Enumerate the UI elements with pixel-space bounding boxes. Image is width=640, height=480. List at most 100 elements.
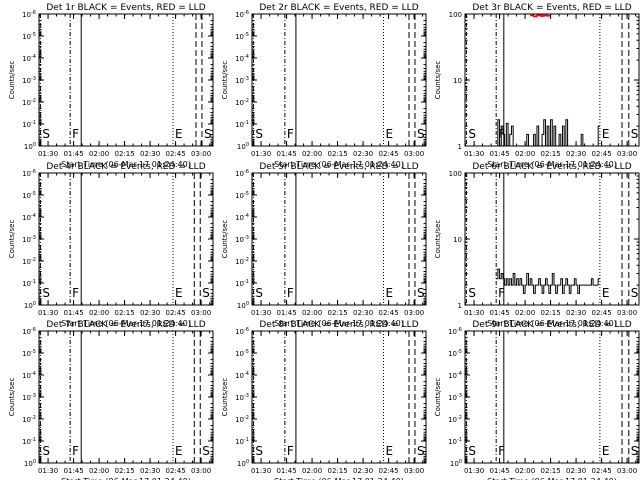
det2r-xlabel: Start Time (06-Mar-17 01:24:40) <box>274 160 404 169</box>
det8r-xtick-label: 02:15 <box>327 467 347 475</box>
det4r-marker-label: F <box>72 286 79 300</box>
det7r-marker-label: E <box>175 444 183 458</box>
det5r-marker-label: F <box>287 286 294 300</box>
det4r-ytick-label: 10-3 <box>22 235 36 244</box>
det8r-marker-label: S <box>417 444 425 458</box>
det8r-ytick-label: 10-4 <box>235 371 249 380</box>
det7r-xtick-label: 01:45 <box>63 467 83 475</box>
det5r-marker-label: S <box>417 286 425 300</box>
det7r-ytick-label: 10-6 <box>22 327 36 336</box>
det4r-ylabel: Counts/sec <box>8 220 16 259</box>
det3r-marker-label: S <box>631 127 639 141</box>
det5r-ytick-label: 10-5 <box>235 191 249 200</box>
det5r-panel: Det 5r BLACK = Events, RED = LLD Counts/s… <box>221 162 427 328</box>
det3r-ytick-label: 1 <box>458 143 462 151</box>
det2r-ytick-label: 10-2 <box>235 98 249 107</box>
det5r-ytick-label: 10-3 <box>235 235 249 244</box>
det5r-xtick-label: 01:45 <box>276 309 296 317</box>
det6r-ytick-label: 10 <box>453 236 462 244</box>
det2r-xtick-label: 02:15 <box>327 150 347 158</box>
det8r-xtick-label: 02:00 <box>302 467 322 475</box>
det4r-ytick-label: 100 <box>24 301 36 310</box>
det4r-xtick-label: 03:00 <box>191 309 211 317</box>
det6r-title: Det 6r BLACK = Events, RED = LLD <box>472 162 631 172</box>
det8r-ytick-label: 10-2 <box>235 415 249 424</box>
det6r-marker-label: E <box>602 286 610 300</box>
det7r-ylabel: Counts/sec <box>8 378 16 417</box>
det3r-marker-label: E <box>602 127 610 141</box>
det7r-xtick-label: 02:45 <box>165 467 185 475</box>
det1r-xtick-label: 02:00 <box>89 150 109 158</box>
det2r-ytick-label: 10-4 <box>235 54 249 63</box>
det9r-ytick-label: 10-5 <box>448 349 462 358</box>
det9r-ytick-label: 10-2 <box>448 415 462 424</box>
det2r-title: Det 2r BLACK = Events, RED = LLD <box>259 3 418 13</box>
det1r-ylabel: Counts/sec <box>8 61 16 100</box>
det4r-xtick-label: 02:15 <box>114 309 134 317</box>
det1r-marker-label: E <box>175 127 183 141</box>
det9r-xtick-label: 02:15 <box>540 467 560 475</box>
det2r-xtick-label: 03:00 <box>404 150 424 158</box>
det1r-ytick-label: 10-4 <box>22 54 36 63</box>
det3r-xtick-label: 02:30 <box>566 150 586 158</box>
det3r-ytick-label: 10 <box>453 77 462 85</box>
det2r-ytick-label: 10-6 <box>235 10 249 19</box>
det1r-ytick-label: 10-6 <box>22 10 36 19</box>
det7r-ytick-label: 10-2 <box>22 415 36 424</box>
det4r-xtick-label: 01:30 <box>38 309 58 317</box>
det2r-marker-label: F <box>287 127 294 141</box>
det7r-xlabel: Start Time (06-Mar-17 01:24:40) <box>61 477 191 480</box>
det7r-ytick-label: 10-5 <box>22 349 36 358</box>
det3r-ytick-label: 100 <box>449 11 462 19</box>
det1r-xtick-label: 02:15 <box>114 150 134 158</box>
det3r-xtick-label: 01:30 <box>464 150 484 158</box>
det9r-marker-label: F <box>498 444 505 458</box>
det9r-ytick-label: 10-4 <box>448 371 462 380</box>
det8r-title: Det 8r BLACK = Events, RED = LLD <box>259 320 418 330</box>
det4r-xtick-label: 02:00 <box>89 309 109 317</box>
det5r-ytick-label: 10-6 <box>235 169 249 178</box>
det6r-panel: Det 6r BLACK = Events, RED = LLD Counts/s… <box>434 162 640 328</box>
det6r-ytick-label: 100 <box>449 170 462 178</box>
det8r-ytick-label: 10-5 <box>235 349 249 358</box>
det1r-marker-label: S <box>42 127 50 141</box>
det3r-series-1 <box>530 14 551 18</box>
det2r-xtick-label: 02:00 <box>302 150 322 158</box>
det2r-xtick-label: 01:30 <box>251 150 271 158</box>
det5r-xlabel: Start Time (06-Mar-17 01:24:40) <box>274 319 404 328</box>
det2r-ytick-label: 10-3 <box>235 76 249 85</box>
det2r-xtick-label: 02:30 <box>353 150 373 158</box>
det8r-ytick-label: 10-1 <box>235 437 249 446</box>
det9r-marker-label: S <box>468 444 476 458</box>
det7r-xtick-label: 02:15 <box>114 467 134 475</box>
det5r-ylabel: Counts/sec <box>221 220 229 259</box>
det2r-ytick-label: 100 <box>237 142 249 151</box>
det5r-xtick-label: 02:15 <box>327 309 347 317</box>
det7r-panel: Det 7r BLACK = Events, RED = LLD Counts/s… <box>8 320 214 480</box>
det9r-ytick-label: 10-3 <box>448 393 462 402</box>
det7r-xtick-label: 02:30 <box>140 467 160 475</box>
det5r-ytick-label: 10-2 <box>235 257 249 266</box>
det2r-ytick-label: 10-5 <box>235 32 249 41</box>
det8r-ytick-label: 10-6 <box>235 327 249 336</box>
det7r-marker-label: S <box>42 444 50 458</box>
det5r-xtick-label: 01:30 <box>251 309 271 317</box>
det5r-xtick-label: 02:30 <box>353 309 373 317</box>
det8r-xtick-label: 02:30 <box>353 467 373 475</box>
det4r-panel: Det 4r BLACK = Events, RED = LLD Counts/s… <box>8 162 214 328</box>
det8r-xtick-label: 01:45 <box>276 467 296 475</box>
det9r-ytick-label: 10-6 <box>448 327 462 336</box>
det3r-series-0 <box>496 119 600 147</box>
det6r-marker-label: S <box>468 286 476 300</box>
det8r-ylabel: Counts/sec <box>221 378 229 417</box>
det8r-panel: Det 8r BLACK = Events, RED = LLD Counts/s… <box>221 320 427 480</box>
det7r-xtick-label: 02:00 <box>89 467 109 475</box>
det9r-xtick-label: 03:00 <box>617 467 637 475</box>
det6r-xtick-label: 02:30 <box>566 309 586 317</box>
det7r-xtick-label: 03:00 <box>191 467 211 475</box>
det6r-marker-label: S <box>631 286 639 300</box>
det7r-title: Det 7r BLACK = Events, RED = LLD <box>46 320 205 330</box>
det7r-marker-label: S <box>202 444 210 458</box>
det6r-xlabel: Start Time (06-Mar-17 01:24:40) <box>487 319 617 328</box>
det3r-title: Det 3r BLACK = Events, RED = LLD <box>472 3 631 13</box>
